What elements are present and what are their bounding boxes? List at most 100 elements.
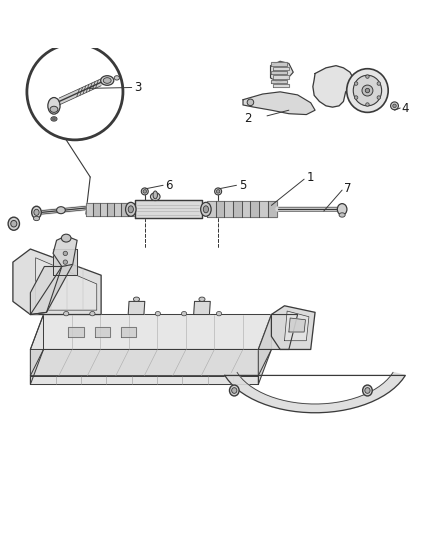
Polygon shape <box>268 201 277 217</box>
Ellipse shape <box>362 85 373 96</box>
Polygon shape <box>215 201 224 217</box>
Polygon shape <box>128 302 145 314</box>
Polygon shape <box>30 350 272 376</box>
Ellipse shape <box>150 193 160 200</box>
Polygon shape <box>285 311 309 341</box>
Ellipse shape <box>366 103 369 106</box>
Polygon shape <box>273 75 289 79</box>
Ellipse shape <box>203 206 208 213</box>
Polygon shape <box>271 62 287 66</box>
Polygon shape <box>30 266 62 314</box>
Ellipse shape <box>134 297 140 302</box>
Text: 1: 1 <box>306 172 314 184</box>
Ellipse shape <box>365 387 370 393</box>
Polygon shape <box>86 203 93 216</box>
Polygon shape <box>114 203 121 216</box>
Ellipse shape <box>393 104 396 108</box>
Ellipse shape <box>114 76 120 80</box>
Polygon shape <box>233 201 242 217</box>
Ellipse shape <box>391 102 399 110</box>
Polygon shape <box>272 306 315 350</box>
Ellipse shape <box>247 99 254 106</box>
Polygon shape <box>30 264 73 314</box>
Text: 3: 3 <box>134 81 141 94</box>
Text: 4: 4 <box>402 101 409 115</box>
Ellipse shape <box>141 188 148 195</box>
Ellipse shape <box>354 96 358 99</box>
Ellipse shape <box>216 190 220 193</box>
Polygon shape <box>35 258 97 310</box>
Ellipse shape <box>337 204 347 215</box>
Polygon shape <box>128 203 135 216</box>
Polygon shape <box>259 201 268 217</box>
Ellipse shape <box>63 251 67 256</box>
Ellipse shape <box>51 117 57 121</box>
Polygon shape <box>135 200 201 219</box>
Ellipse shape <box>365 88 370 93</box>
Polygon shape <box>271 71 287 75</box>
Polygon shape <box>289 318 305 332</box>
Ellipse shape <box>61 234 71 242</box>
Ellipse shape <box>101 76 114 85</box>
Polygon shape <box>313 66 353 107</box>
Polygon shape <box>242 201 251 217</box>
Ellipse shape <box>34 209 39 215</box>
Polygon shape <box>121 327 136 337</box>
Polygon shape <box>107 203 114 216</box>
Ellipse shape <box>32 206 41 219</box>
Polygon shape <box>53 249 77 275</box>
Ellipse shape <box>201 203 211 216</box>
Text: 2: 2 <box>244 111 252 125</box>
Polygon shape <box>258 314 297 350</box>
Text: 5: 5 <box>239 179 246 192</box>
Polygon shape <box>271 61 293 82</box>
Circle shape <box>27 44 123 140</box>
Ellipse shape <box>181 311 187 316</box>
Ellipse shape <box>103 78 111 83</box>
Ellipse shape <box>126 203 136 216</box>
Ellipse shape <box>50 106 58 112</box>
Ellipse shape <box>155 311 160 316</box>
Ellipse shape <box>354 82 358 85</box>
Ellipse shape <box>347 69 388 112</box>
Polygon shape <box>207 201 215 217</box>
Polygon shape <box>194 302 210 314</box>
Ellipse shape <box>153 191 157 199</box>
Polygon shape <box>258 314 272 384</box>
Polygon shape <box>30 314 43 384</box>
Ellipse shape <box>353 75 381 106</box>
Polygon shape <box>273 84 289 87</box>
Ellipse shape <box>215 188 222 195</box>
Polygon shape <box>93 203 100 216</box>
Ellipse shape <box>128 206 134 213</box>
Polygon shape <box>271 79 287 83</box>
Ellipse shape <box>90 311 95 316</box>
Ellipse shape <box>377 96 381 99</box>
Polygon shape <box>30 314 272 350</box>
Ellipse shape <box>232 387 237 393</box>
Polygon shape <box>68 327 84 337</box>
Ellipse shape <box>216 311 222 316</box>
Polygon shape <box>53 236 77 266</box>
Ellipse shape <box>57 207 65 214</box>
Polygon shape <box>251 201 259 217</box>
Ellipse shape <box>48 98 60 114</box>
Polygon shape <box>224 201 233 217</box>
Text: 6: 6 <box>165 179 173 192</box>
Polygon shape <box>95 327 110 337</box>
Ellipse shape <box>339 213 345 217</box>
Ellipse shape <box>11 221 17 227</box>
Ellipse shape <box>33 216 39 221</box>
Ellipse shape <box>63 260 67 264</box>
Ellipse shape <box>366 75 369 78</box>
Polygon shape <box>121 203 128 216</box>
Ellipse shape <box>377 82 381 85</box>
Ellipse shape <box>143 190 147 193</box>
Ellipse shape <box>199 297 205 302</box>
Polygon shape <box>30 376 258 384</box>
Ellipse shape <box>64 311 69 316</box>
Polygon shape <box>243 92 315 115</box>
Text: 7: 7 <box>344 182 352 195</box>
Ellipse shape <box>363 385 372 396</box>
Ellipse shape <box>230 385 239 396</box>
